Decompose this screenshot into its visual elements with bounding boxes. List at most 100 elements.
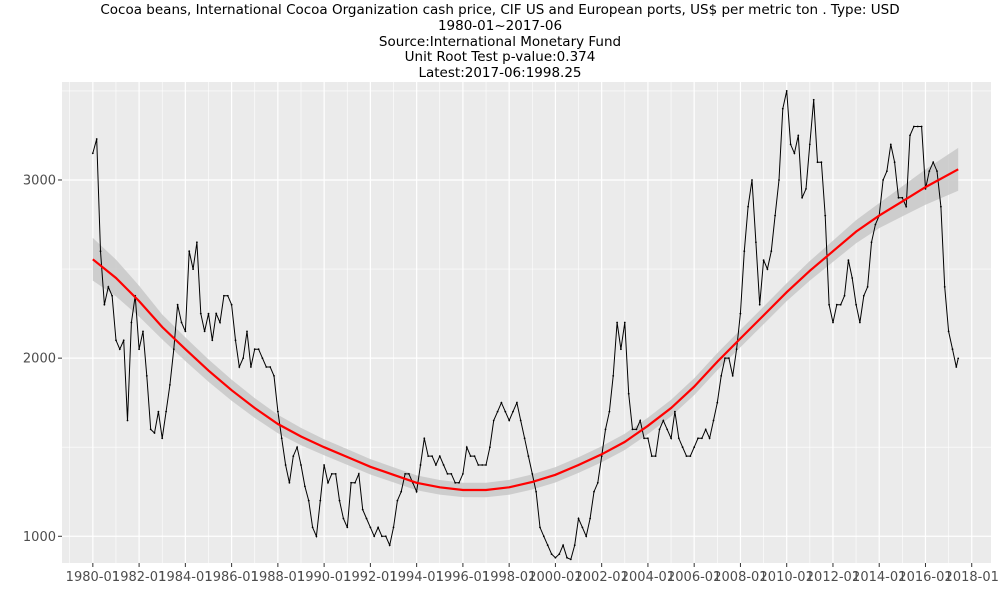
data-point <box>573 544 576 547</box>
data-point <box>855 303 857 306</box>
data-point <box>415 490 418 493</box>
data-point <box>577 517 580 520</box>
data-point <box>311 526 314 529</box>
data-point <box>408 473 410 475</box>
data-point <box>496 410 499 413</box>
data-point <box>219 321 221 324</box>
price-series-line <box>92 90 959 561</box>
data-point <box>361 508 364 511</box>
data-point <box>230 303 233 306</box>
data-point <box>905 205 908 208</box>
data-point <box>142 330 144 333</box>
x-tick-label: 2004-01 <box>621 570 675 585</box>
data-point <box>932 161 935 164</box>
data-point <box>130 321 133 324</box>
data-point <box>916 125 919 128</box>
data-point <box>423 437 426 440</box>
chart-unit-root: Unit Root Test p-value:0.374 <box>404 49 596 66</box>
data-point <box>149 428 152 431</box>
data-point <box>670 437 672 440</box>
x-tick-label: 1982-01 <box>112 570 166 585</box>
data-point <box>161 437 164 440</box>
data-point <box>465 446 468 449</box>
x-tick-label: 2018-01 <box>945 570 999 585</box>
data-point <box>739 312 742 315</box>
x-tick-label: 2000-01 <box>528 570 582 585</box>
data-point <box>697 437 699 440</box>
data-point <box>330 473 333 475</box>
data-point <box>889 143 892 146</box>
plot-panel <box>62 82 991 563</box>
data-point <box>103 303 106 306</box>
data-point <box>145 375 148 377</box>
data-point <box>805 188 807 190</box>
data-point <box>261 357 264 359</box>
data-point <box>500 401 503 404</box>
data-point <box>689 455 692 457</box>
x-tick-label: 1984-01 <box>158 570 212 585</box>
data-point <box>481 464 484 466</box>
data-point <box>492 419 495 422</box>
data-point <box>677 437 680 440</box>
data-point <box>95 138 98 140</box>
data-point <box>940 205 942 208</box>
x-tick-label: 1980-01 <box>66 570 120 585</box>
data-point <box>107 286 110 288</box>
y-tick-label: 3000 <box>23 173 56 188</box>
x-tick-label: 2008-01 <box>713 570 767 585</box>
data-point <box>111 294 113 297</box>
data-point <box>716 401 719 404</box>
data-point <box>712 419 715 422</box>
data-point <box>273 375 275 377</box>
data-point <box>762 259 765 261</box>
data-point <box>354 481 356 484</box>
data-point <box>635 428 638 431</box>
data-point <box>184 330 187 333</box>
data-point <box>427 455 430 457</box>
y-axis: 1000 2000 3000 <box>23 173 62 545</box>
data-point <box>658 428 661 431</box>
data-point <box>122 339 125 342</box>
data-point <box>377 526 379 529</box>
chart-source: Source:International Monetary Fund <box>378 33 622 50</box>
data-point <box>920 125 923 128</box>
data-point <box>758 303 761 306</box>
x-tick-label: 2010-01 <box>760 570 814 585</box>
data-point <box>284 464 287 466</box>
data-point <box>300 464 302 466</box>
data-point <box>458 481 460 484</box>
data-point <box>516 401 518 404</box>
data-point <box>847 259 850 261</box>
data-point <box>866 286 869 288</box>
data-point <box>396 499 399 502</box>
data-point <box>781 107 784 110</box>
data-point <box>623 321 626 324</box>
data-point <box>292 455 295 457</box>
data-point <box>893 161 896 164</box>
data-point <box>381 535 383 538</box>
data-point <box>724 357 726 359</box>
y-tick-label: 1000 <box>23 530 56 545</box>
x-tick-label: 1990-01 <box>297 570 351 585</box>
data-point <box>913 125 915 128</box>
data-point <box>165 410 168 413</box>
data-point <box>897 196 900 199</box>
data-point <box>342 517 345 520</box>
chart-title: Cocoa beans, International Cocoa Organiz… <box>100 2 900 18</box>
data-point <box>485 464 487 466</box>
data-point <box>851 277 854 279</box>
data-point <box>639 419 642 422</box>
data-point <box>886 170 888 173</box>
data-point <box>246 330 248 333</box>
x-tick-label: 1996-01 <box>436 570 490 585</box>
data-point <box>616 321 618 324</box>
data-point <box>512 410 514 413</box>
data-point <box>647 437 649 440</box>
data-point <box>909 134 911 137</box>
data-point <box>346 526 349 529</box>
data-point <box>650 455 653 457</box>
data-point <box>203 330 206 333</box>
data-point <box>250 366 252 368</box>
data-point <box>955 366 958 368</box>
data-point <box>728 357 730 359</box>
